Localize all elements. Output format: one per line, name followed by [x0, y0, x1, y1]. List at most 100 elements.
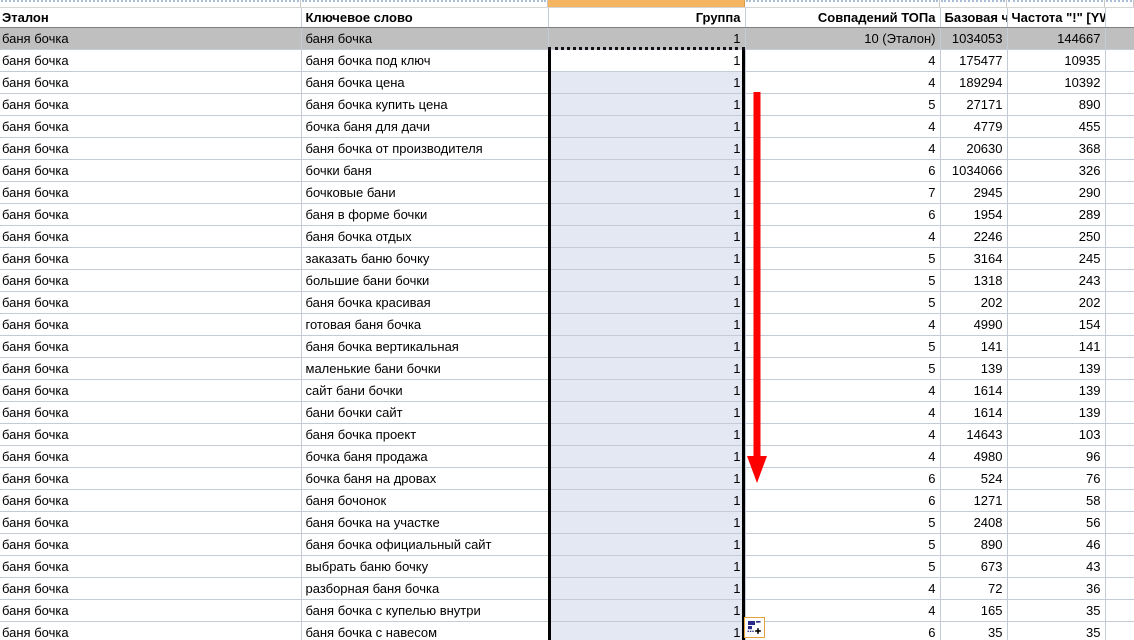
cell-base[interactable]: 4779 [940, 115, 1008, 138]
cell-group[interactable]: 1 [548, 225, 746, 248]
table-row[interactable]: баня бочка баня в форме бочки 1 6 1954 289 [0, 203, 1134, 226]
cell-top[interactable]: 6 [745, 159, 941, 182]
table-row[interactable]: баня бочка маленькие бани бочки 1 5 139 139 [0, 357, 1134, 380]
cell-etalon[interactable]: баня бочка [0, 181, 302, 204]
cell-freq[interactable]: 139 [1007, 357, 1106, 380]
cell-keyword[interactable]: готовая баня бочка [301, 313, 549, 336]
cell-group[interactable]: 1 [548, 313, 746, 336]
cell-base[interactable]: 2246 [940, 225, 1008, 248]
cell-tail[interactable] [1105, 511, 1134, 534]
cell-freq[interactable]: 35 [1007, 599, 1106, 622]
cell-top[interactable]: 5 [745, 247, 941, 270]
cell-freq[interactable]: 202 [1007, 291, 1106, 314]
cell-top[interactable]: 4 [745, 577, 941, 600]
cell-group[interactable]: 1 [548, 599, 746, 622]
cell-keyword[interactable]: баня в форме бочки [301, 203, 549, 226]
table-row[interactable]: баня бочка бочка баня продажа 1 4 4980 96 [0, 445, 1134, 468]
header-etalon[interactable]: Эталон [0, 8, 302, 28]
cell-etalon[interactable]: баня бочка [0, 71, 302, 94]
cell-etalon[interactable]: баня бочка [0, 269, 302, 292]
cell-group[interactable]: 1 [548, 577, 746, 600]
cell-tail[interactable] [1105, 291, 1134, 314]
table-row[interactable]: баня бочка готовая баня бочка 1 4 4990 154 [0, 313, 1134, 336]
cell-freq[interactable]: 46 [1007, 533, 1106, 556]
cell-base[interactable]: 27171 [940, 93, 1008, 116]
cell-base[interactable]: 189294 [940, 71, 1008, 94]
cell-etalon[interactable]: баня бочка [0, 599, 302, 622]
cell-keyword[interactable]: баня бочка [301, 27, 549, 50]
cell-top[interactable]: 6 [745, 203, 941, 226]
cell-freq[interactable]: 139 [1007, 379, 1106, 402]
cell-freq[interactable]: 35 [1007, 621, 1106, 640]
cell-base[interactable]: 890 [940, 533, 1008, 556]
cell-tail[interactable] [1105, 159, 1134, 182]
cell-top[interactable]: 5 [745, 93, 941, 116]
cell-group[interactable]: 1 [548, 379, 746, 402]
cell-etalon[interactable]: баня бочка [0, 379, 302, 402]
cell-keyword[interactable]: бочка баня продажа [301, 445, 549, 468]
cell-tail[interactable] [1105, 27, 1134, 50]
cell-freq[interactable]: 96 [1007, 445, 1106, 468]
cell-tail[interactable] [1105, 247, 1134, 270]
cell-etalon[interactable]: баня бочка [0, 49, 302, 72]
table-row[interactable]: баня бочка баня бочка красивая 1 5 202 202 [0, 291, 1134, 314]
cell-tail[interactable] [1105, 115, 1134, 138]
cell-etalon[interactable]: баня бочка [0, 511, 302, 534]
cell-keyword[interactable]: баня бочка проект [301, 423, 549, 446]
cell-base[interactable]: 524 [940, 467, 1008, 490]
cell-base[interactable]: 72 [940, 577, 1008, 600]
cell-etalon[interactable]: баня бочка [0, 159, 302, 182]
table-row[interactable]: баня бочка разборная баня бочка 1 4 72 36 [0, 577, 1134, 600]
column-header-f[interactable] [1007, 0, 1105, 7]
cell-base[interactable]: 1318 [940, 269, 1008, 292]
column-header-g[interactable] [1105, 0, 1134, 7]
cell-freq[interactable]: 144667 [1007, 27, 1106, 50]
cell-base[interactable]: 20630 [940, 137, 1008, 160]
cell-group[interactable]: 1 [548, 423, 746, 446]
cell-top[interactable]: 6 [745, 467, 941, 490]
header-freq[interactable]: Частота "!" [YW] [1007, 8, 1106, 28]
table-row[interactable]: баня бочка баня бочка под ключ 1 4 175477 109… [0, 49, 1134, 72]
cell-keyword[interactable]: заказать баню бочку [301, 247, 549, 270]
cell-base[interactable]: 2408 [940, 511, 1008, 534]
cell-tail[interactable] [1105, 533, 1134, 556]
cell-group[interactable]: 1 [548, 467, 746, 490]
cell-group[interactable]: 1 [548, 137, 746, 160]
data-grid[interactable]: Эталон Ключевое слово Группа Совпадений … [0, 8, 1134, 640]
cell-keyword[interactable]: баня бочка официальный сайт [301, 533, 549, 556]
cell-group[interactable]: 1 [548, 489, 746, 512]
cell-top[interactable]: 4 [745, 599, 941, 622]
cell-top[interactable]: 5 [745, 555, 941, 578]
cell-top[interactable]: 10 (Эталон) [745, 27, 941, 50]
cell-keyword[interactable]: бани бочки сайт [301, 401, 549, 424]
cell-base[interactable]: 141 [940, 335, 1008, 358]
table-row[interactable]: баня бочка выбрать баню бочку 1 5 673 43 [0, 555, 1134, 578]
cell-base[interactable]: 1954 [940, 203, 1008, 226]
cell-tail[interactable] [1105, 621, 1134, 640]
cell-etalon[interactable]: баня бочка [0, 357, 302, 380]
cell-etalon[interactable]: баня бочка [0, 313, 302, 336]
cell-top[interactable]: 4 [745, 115, 941, 138]
cell-tail[interactable] [1105, 401, 1134, 424]
cell-keyword[interactable]: бочка баня для дачи [301, 115, 549, 138]
cell-top[interactable]: 4 [745, 313, 941, 336]
column-header-b[interactable] [301, 0, 548, 7]
table-row[interactable]: баня бочка бочковые бани 1 7 2945 290 [0, 181, 1134, 204]
cell-base[interactable]: 1614 [940, 401, 1008, 424]
cell-top[interactable]: 5 [745, 511, 941, 534]
cell-group[interactable]: 1 [548, 27, 746, 50]
table-row[interactable]: баня бочка бочка баня для дачи 1 4 4779 455 [0, 115, 1134, 138]
cell-group[interactable]: 1 [548, 269, 746, 292]
cell-freq[interactable]: 10935 [1007, 49, 1106, 72]
cell-keyword[interactable]: баня бочка отдых [301, 225, 549, 248]
table-row[interactable]: баня бочка баня бочка с навесом 1 6 35 35 [0, 621, 1134, 640]
table-row[interactable]: баня бочка баня бочка цена 1 4 189294 10392 [0, 71, 1134, 94]
header-keyword[interactable]: Ключевое слово [301, 8, 549, 28]
cell-keyword[interactable]: баня бочка от производителя [301, 137, 549, 160]
cell-base[interactable]: 4980 [940, 445, 1008, 468]
cell-tail[interactable] [1105, 93, 1134, 116]
cell-base[interactable]: 1614 [940, 379, 1008, 402]
table-row[interactable]: баня бочка баня бочка от производителя 1 4 2… [0, 137, 1134, 160]
cell-tail[interactable] [1105, 555, 1134, 578]
